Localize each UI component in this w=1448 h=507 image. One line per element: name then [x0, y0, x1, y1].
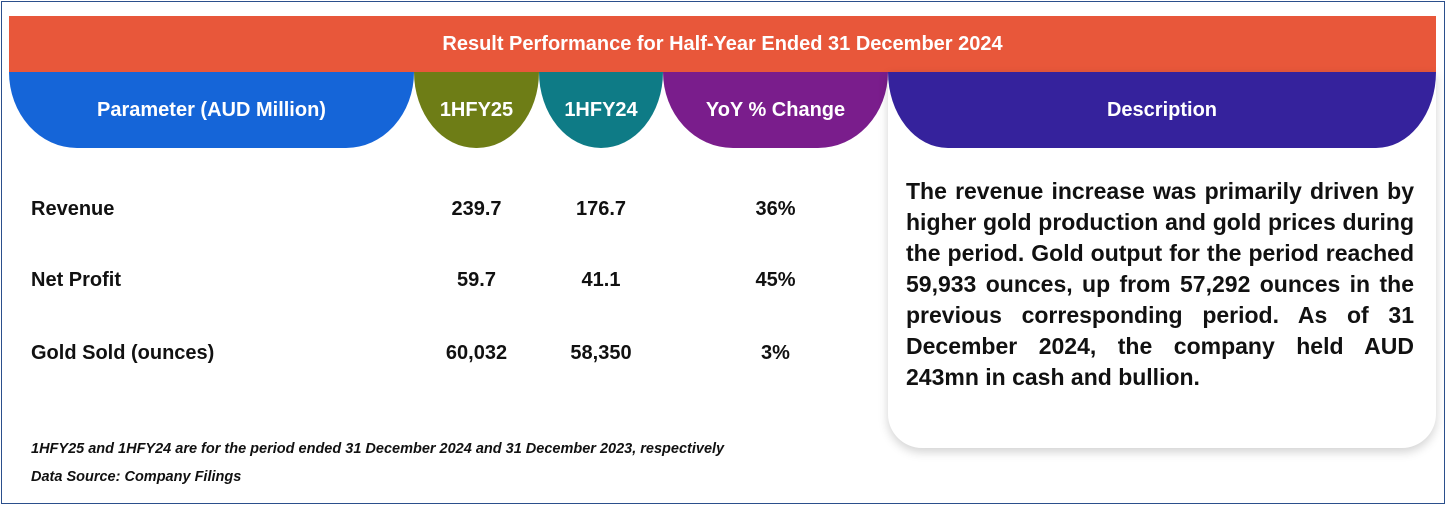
cell-gold-sold-1hfy25: 60,032: [445, 342, 508, 364]
header-description-label: Description: [1106, 98, 1218, 121]
header-1hfy24-label: 1HFY24: [564, 98, 638, 121]
header-description: Description: [888, 72, 1436, 148]
header-1hfy25-label: 1HFY25: [439, 98, 514, 121]
cell-net-profit-1hfy24: 41.1: [581, 269, 621, 291]
cell-revenue-1hfy25: 239.7: [451, 198, 502, 220]
row-label-gold-sold: Gold Sold (ounces): [31, 342, 215, 364]
data-source: Data Source: Company Filings: [31, 469, 242, 485]
header-yoy-label: YoY % Change: [705, 98, 846, 121]
row-label-net-profit: Net Profit: [31, 269, 121, 291]
header-yoy-change: YoY % Change: [663, 72, 888, 148]
cell-net-profit-1hfy25: 59.7: [457, 269, 496, 291]
header-parameter: Parameter (AUD Million): [9, 72, 414, 148]
description-text: The revenue increase was primarily drive…: [906, 178, 1414, 390]
cell-gold-sold-1hfy24: 58,350: [570, 342, 632, 364]
cell-revenue-yoy: 36%: [755, 198, 796, 220]
footnote: 1HFY25 and 1HFY24 are for the period end…: [31, 441, 725, 457]
description-card: Description The revenue increase was pri…: [888, 72, 1436, 448]
header-parameter-label: Parameter (AUD Million): [97, 98, 326, 121]
cell-revenue-1hfy24: 176.7: [575, 198, 627, 220]
cell-net-profit-yoy: 45%: [755, 269, 796, 291]
row-label-revenue: Revenue: [31, 198, 115, 220]
cell-gold-sold-yoy: 3%: [761, 342, 790, 364]
title-banner: Result Performance for Half-Year Ended 3…: [9, 16, 1436, 72]
page-title: Result Performance for Half-Year Ended 3…: [442, 32, 1003, 55]
